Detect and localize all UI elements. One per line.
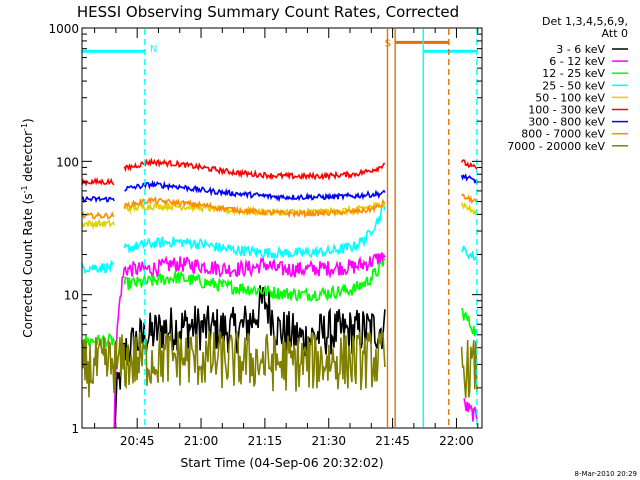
- series-layer: [81, 157, 478, 429]
- y-axis-label-sup1: -1: [20, 185, 29, 193]
- series-line-100-300kev: [81, 176, 115, 187]
- series-line-12-25kev: [81, 332, 115, 348]
- x-tick-label: 21:15: [248, 434, 283, 448]
- y-axis-label-end: ): [21, 118, 35, 123]
- x-tick-label: 20:45: [120, 434, 155, 448]
- x-axis-label: Start Time (04-Sep-06 20:32:02): [180, 455, 383, 470]
- legend-label: 100 - 300 keV: [528, 104, 605, 117]
- y-tick-label: 100: [56, 155, 79, 169]
- x-tick-label: 21:00: [184, 434, 219, 448]
- series-line-800-7000kev: [460, 193, 478, 205]
- series-line-6-12kev: [463, 398, 478, 422]
- y-tick-label: 10: [64, 289, 79, 303]
- chart-title: HESSI Observing Summary Count Rates, Cor…: [77, 3, 459, 21]
- series-line-300-800kev: [124, 179, 386, 203]
- series-line-100-300kev: [460, 159, 478, 171]
- series-line-50-100kev: [123, 200, 386, 217]
- axes-layer: 1 10 100 1000 20:45 21:00 21:15 21:30 21:45 22:00: [48, 22, 482, 448]
- y-tick-label: 1000: [48, 22, 79, 36]
- x-tick-label: 21:45: [375, 434, 410, 448]
- legend-label: 12 - 25 keV: [542, 67, 605, 80]
- legend-label: 50 - 100 keV: [535, 91, 605, 104]
- series-line-7000-20000kev: [81, 329, 386, 398]
- legend-header-line-2: Att 0: [602, 27, 628, 40]
- legend-label: 7000 - 20000 keV: [507, 140, 605, 153]
- flag-layer: NS: [82, 38, 477, 55]
- legend-label: 3 - 6 keV: [556, 43, 605, 56]
- y-tick-label: 1: [71, 422, 79, 436]
- y-axis-label-main: Corrected Count Rate (s: [21, 193, 35, 337]
- series-line-25-50kev: [123, 204, 386, 261]
- series-line-25-50kev: [461, 245, 478, 261]
- y-axis-label-sup2: -1: [20, 123, 29, 131]
- series-line-3-6kev: [113, 285, 386, 425]
- plot-frame: [81, 27, 483, 429]
- series-line-800-7000kev: [123, 195, 386, 219]
- x-tick-label: 22:00: [439, 434, 474, 448]
- legend-label: 25 - 50 keV: [542, 79, 605, 92]
- series-line-25-50kev: [81, 259, 115, 275]
- series-line-50-100kev: [81, 218, 115, 231]
- legend-label: 800 - 7000 keV: [521, 128, 605, 141]
- legend-header-line-1: Det 1,3,4,5,6,9,: [542, 15, 628, 28]
- series-line-100-300kev: [123, 157, 385, 182]
- flag-label: N: [150, 44, 157, 55]
- legend-label: 300 - 800 keV: [528, 116, 605, 129]
- y-axis-label-mid: detector: [21, 131, 35, 186]
- series-line-12-25kev: [460, 307, 478, 337]
- series-line-50-100kev: [460, 202, 478, 218]
- x-tick-label: 21:30: [311, 434, 346, 448]
- series-line-7000-20000kev: [460, 339, 478, 399]
- series-line-300-800kev: [81, 195, 115, 204]
- footer-date: 8-Mar-2010 20:29: [575, 470, 637, 478]
- series-line-6-12kev: [113, 252, 386, 429]
- legend-label: 6 - 12 keV: [549, 55, 605, 68]
- series-line-300-800kev: [460, 173, 478, 185]
- y-axis-label: Corrected Count Rate (s-1 detector-1): [20, 118, 35, 337]
- series-line-800-7000kev: [81, 211, 115, 220]
- series-line-12-25kev: [123, 257, 386, 303]
- vline-layer: [144, 29, 478, 427]
